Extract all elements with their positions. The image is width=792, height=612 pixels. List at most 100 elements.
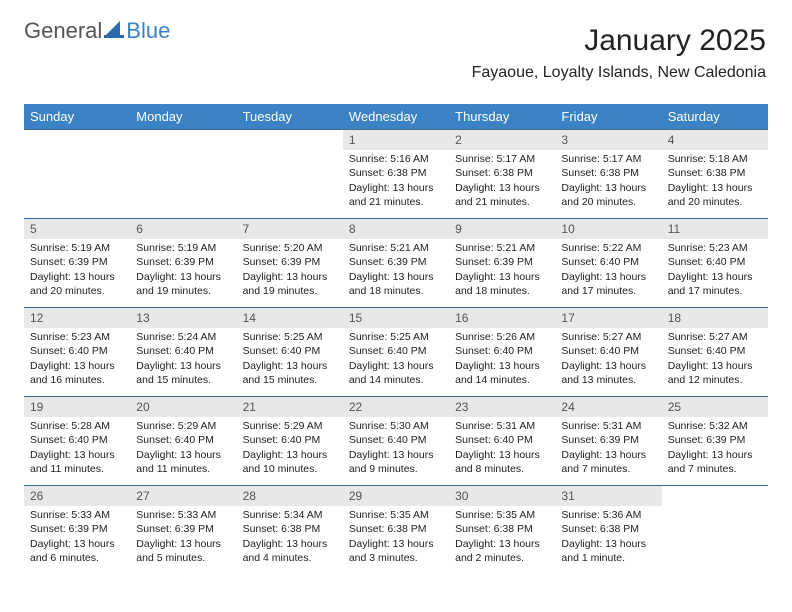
day-cell: 18Sunrise: 5:27 AMSunset: 6:40 PMDayligh… bbox=[662, 308, 768, 396]
sunrise-line: Sunrise: 5:17 AM bbox=[561, 152, 655, 166]
sunset-line: Sunset: 6:40 PM bbox=[668, 255, 762, 269]
day-body: Sunrise: 5:35 AMSunset: 6:38 PMDaylight:… bbox=[343, 506, 449, 569]
day-number: 7 bbox=[237, 219, 343, 239]
day-number: 11 bbox=[662, 219, 768, 239]
daylight-line: Daylight: 13 hours and 20 minutes. bbox=[30, 270, 124, 298]
logo-text-general: General bbox=[24, 18, 102, 44]
day-cell: 6Sunrise: 5:19 AMSunset: 6:39 PMDaylight… bbox=[130, 219, 236, 307]
sunrise-line: Sunrise: 5:19 AM bbox=[30, 241, 124, 255]
header: January 2025 Fayaoue, Loyalty Islands, N… bbox=[472, 24, 766, 82]
day-number: 20 bbox=[130, 397, 236, 417]
day-number: 31 bbox=[555, 486, 661, 506]
sunset-line: Sunset: 6:40 PM bbox=[30, 344, 124, 358]
day-cell bbox=[24, 130, 130, 218]
daylight-line: Daylight: 13 hours and 20 minutes. bbox=[561, 181, 655, 209]
daylight-line: Daylight: 13 hours and 11 minutes. bbox=[136, 448, 230, 476]
sunrise-line: Sunrise: 5:29 AM bbox=[136, 419, 230, 433]
day-cell: 27Sunrise: 5:33 AMSunset: 6:39 PMDayligh… bbox=[130, 486, 236, 574]
sunrise-line: Sunrise: 5:25 AM bbox=[349, 330, 443, 344]
sunset-line: Sunset: 6:40 PM bbox=[136, 344, 230, 358]
day-body: Sunrise: 5:31 AMSunset: 6:39 PMDaylight:… bbox=[555, 417, 661, 480]
day-cell: 20 Sunrise: 5:29 AMSunset: 6:40 PMDayligh… bbox=[130, 397, 236, 485]
day-cell: 5Sunrise: 5:19 AMSunset: 6:39 PMDaylight… bbox=[24, 219, 130, 307]
daylight-line: Daylight: 13 hours and 7 minutes. bbox=[668, 448, 762, 476]
daylight-line: Daylight: 13 hours and 15 minutes. bbox=[243, 359, 337, 387]
day-cell: 11Sunrise: 5:23 AMSunset: 6:40 PMDayligh… bbox=[662, 219, 768, 307]
sunrise-line: Sunrise: 5:23 AM bbox=[668, 241, 762, 255]
sunset-line: Sunset: 6:40 PM bbox=[668, 344, 762, 358]
sunrise-line: Sunrise: 5:25 AM bbox=[243, 330, 337, 344]
day-cell: 25Sunrise: 5:32 AMSunset: 6:39 PMDayligh… bbox=[662, 397, 768, 485]
daylight-line: Daylight: 13 hours and 10 minutes. bbox=[243, 448, 337, 476]
sunset-line: Sunset: 6:38 PM bbox=[243, 522, 337, 536]
logo: General Blue bbox=[24, 18, 170, 44]
day-body: Sunrise: 5:34 AMSunset: 6:38 PMDaylight:… bbox=[237, 506, 343, 569]
weekday-header: Saturday bbox=[662, 104, 768, 129]
sunset-line: Sunset: 6:38 PM bbox=[349, 166, 443, 180]
sunrise-line: Sunrise: 5:23 AM bbox=[30, 330, 124, 344]
day-number: 13 bbox=[130, 308, 236, 328]
day-number: 29 bbox=[343, 486, 449, 506]
day-body: Sunrise: 5:23 AMSunset: 6:40 PMDaylight:… bbox=[24, 328, 130, 391]
sunrise-line: Sunrise: 5:33 AM bbox=[30, 508, 124, 522]
day-number: 28 bbox=[237, 486, 343, 506]
sunrise-line: Sunrise: 5:27 AM bbox=[561, 330, 655, 344]
weekday-header: Thursday bbox=[449, 104, 555, 129]
day-number: 5 bbox=[24, 219, 130, 239]
day-body: Sunrise: 5:22 AMSunset: 6:40 PMDaylight:… bbox=[555, 239, 661, 302]
sunset-line: Sunset: 6:38 PM bbox=[668, 166, 762, 180]
day-body: Sunrise: 5:27 AMSunset: 6:40 PMDaylight:… bbox=[555, 328, 661, 391]
daylight-line: Daylight: 13 hours and 8 minutes. bbox=[455, 448, 549, 476]
day-cell: 12Sunrise: 5:23 AMSunset: 6:40 PMDayligh… bbox=[24, 308, 130, 396]
daylight-line: Daylight: 13 hours and 19 minutes. bbox=[243, 270, 337, 298]
weekday-header: Wednesday bbox=[343, 104, 449, 129]
sunrise-line: Sunrise: 5:33 AM bbox=[136, 508, 230, 522]
week-row: 12Sunrise: 5:23 AMSunset: 6:40 PMDayligh… bbox=[24, 307, 768, 396]
day-cell: 1Sunrise: 5:16 AMSunset: 6:38 PMDaylight… bbox=[343, 130, 449, 218]
sunset-line: Sunset: 6:39 PM bbox=[30, 522, 124, 536]
day-number: 30 bbox=[449, 486, 555, 506]
daylight-line: Daylight: 13 hours and 5 minutes. bbox=[136, 537, 230, 565]
sunrise-line: Sunrise: 5:31 AM bbox=[561, 419, 655, 433]
day-body: Sunrise: 5:25 AMSunset: 6:40 PMDaylight:… bbox=[343, 328, 449, 391]
sunrise-line: Sunrise: 5:16 AM bbox=[349, 152, 443, 166]
daylight-line: Daylight: 13 hours and 1 minute. bbox=[561, 537, 655, 565]
sunset-line: Sunset: 6:40 PM bbox=[455, 344, 549, 358]
day-body: Sunrise: 5:19 AMSunset: 6:39 PMDaylight:… bbox=[24, 239, 130, 302]
sunset-line: Sunset: 6:40 PM bbox=[136, 433, 230, 447]
day-body: Sunrise: 5:21 AMSunset: 6:39 PMDaylight:… bbox=[449, 239, 555, 302]
daylight-line: Daylight: 13 hours and 2 minutes. bbox=[455, 537, 549, 565]
sunset-line: Sunset: 6:39 PM bbox=[136, 255, 230, 269]
day-body: Sunrise: 5:19 AMSunset: 6:39 PMDaylight:… bbox=[130, 239, 236, 302]
daylight-line: Daylight: 13 hours and 3 minutes. bbox=[349, 537, 443, 565]
day-number: 4 bbox=[662, 130, 768, 150]
day-number: 14 bbox=[237, 308, 343, 328]
sunrise-line: Sunrise: 5:22 AM bbox=[561, 241, 655, 255]
daylight-line: Daylight: 13 hours and 14 minutes. bbox=[455, 359, 549, 387]
day-cell: 19Sunrise: 5:28 AMSunset: 6:40 PMDayligh… bbox=[24, 397, 130, 485]
day-cell: 8Sunrise: 5:21 AMSunset: 6:39 PMDaylight… bbox=[343, 219, 449, 307]
day-body: Sunrise: 5:23 AMSunset: 6:40 PMDaylight:… bbox=[662, 239, 768, 302]
day-cell bbox=[237, 130, 343, 218]
daylight-line: Daylight: 13 hours and 4 minutes. bbox=[243, 537, 337, 565]
logo-sail-icon bbox=[104, 19, 126, 44]
week-row: 19Sunrise: 5:28 AMSunset: 6:40 PMDayligh… bbox=[24, 396, 768, 485]
calendar: SundayMondayTuesdayWednesdayThursdayFrid… bbox=[24, 104, 768, 574]
daylight-line: Daylight: 13 hours and 17 minutes. bbox=[668, 270, 762, 298]
sunrise-line: Sunrise: 5:30 AM bbox=[349, 419, 443, 433]
sunset-line: Sunset: 6:39 PM bbox=[455, 255, 549, 269]
daylight-line: Daylight: 13 hours and 15 minutes. bbox=[136, 359, 230, 387]
day-cell: 23Sunrise: 5:31 AMSunset: 6:40 PMDayligh… bbox=[449, 397, 555, 485]
sunrise-line: Sunrise: 5:35 AM bbox=[349, 508, 443, 522]
day-cell: 22Sunrise: 5:30 AMSunset: 6:40 PMDayligh… bbox=[343, 397, 449, 485]
daylight-line: Daylight: 13 hours and 13 minutes. bbox=[561, 359, 655, 387]
day-body: Sunrise: 5:33 AMSunset: 6:39 PMDaylight:… bbox=[130, 506, 236, 569]
day-number: 21 bbox=[237, 397, 343, 417]
day-cell: 10Sunrise: 5:22 AMSunset: 6:40 PMDayligh… bbox=[555, 219, 661, 307]
sunset-line: Sunset: 6:38 PM bbox=[455, 522, 549, 536]
daylight-line: Daylight: 13 hours and 21 minutes. bbox=[455, 181, 549, 209]
weekday-header: Tuesday bbox=[237, 104, 343, 129]
sunrise-line: Sunrise: 5:27 AM bbox=[668, 330, 762, 344]
day-body: Sunrise: 5:27 AMSunset: 6:40 PMDaylight:… bbox=[662, 328, 768, 391]
page-subtitle: Fayaoue, Loyalty Islands, New Caledonia bbox=[472, 64, 766, 82]
